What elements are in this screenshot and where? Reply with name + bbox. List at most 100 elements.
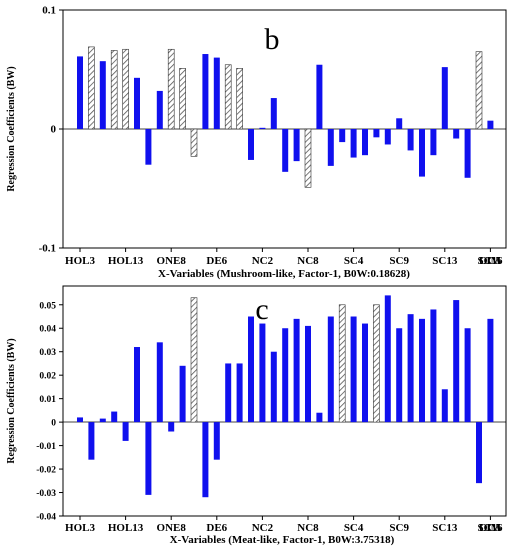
bar-c-3 <box>99 418 106 423</box>
x-tick-label: OC5 <box>479 255 502 267</box>
bar-c-36 <box>476 422 482 484</box>
bar-b-21 <box>304 128 312 188</box>
bar-b-33 <box>441 67 448 129</box>
bar-c-20 <box>293 318 300 423</box>
bar-c-37 <box>487 318 494 423</box>
bar-b-8 <box>156 90 163 129</box>
bar-c-19 <box>282 328 289 423</box>
x-tick-label: SC16 <box>477 255 503 267</box>
x-axis-label-c: X-Variables (Meat-like, Factor-1, B0W:3.… <box>170 534 395 546</box>
y-tick-label: 0.01 <box>39 395 56 405</box>
x-tick-label: HOL13 <box>108 522 144 534</box>
y-tick-label: 0.04 <box>39 325 56 335</box>
bar-b-23 <box>327 129 334 166</box>
bar-b-32 <box>430 129 437 156</box>
bar-b-6 <box>134 77 140 129</box>
bar-c-15 <box>236 363 243 423</box>
x-tick-label: LIM <box>479 522 502 534</box>
x-tick-label: SC9 <box>389 255 409 267</box>
bar-b-24 <box>339 129 346 143</box>
bar-c-32 <box>430 309 437 423</box>
y-tick-label: -0.04 <box>36 513 56 523</box>
bar-c-35 <box>464 328 471 423</box>
x-ticks-b: HOL3 HOL13 ONE8 DE6 NC2 NC8 SC4 SC9 SC13 SC16OC5L… <box>65 248 503 267</box>
bar-c-4 <box>111 411 118 423</box>
x-tick-label: NC2 <box>252 522 274 534</box>
x-tick-label: OC5 <box>479 522 502 534</box>
bar-b-29 <box>396 118 403 129</box>
y-tick-label: 0 <box>51 419 56 429</box>
bar-c-7 <box>145 422 152 495</box>
bar-c-11 <box>190 297 198 423</box>
bar-b-27 <box>373 129 380 138</box>
bar-b-25 <box>350 129 357 158</box>
bar-c-12 <box>202 422 209 498</box>
bar-c-21 <box>305 325 311 423</box>
y-tick-label: 0.03 <box>39 348 56 358</box>
y-ticks-c: 0.05 0.04 0.03 0.02 0.01 0 -0.01 -0.02 -0.03 -0.0… <box>36 301 63 523</box>
bar-b-26 <box>362 129 368 156</box>
x-tick-label: DE6 <box>206 522 227 534</box>
bar-b-9 <box>167 48 175 130</box>
bars-c <box>77 295 494 498</box>
bar-b-13 <box>213 57 220 129</box>
bar-b-20 <box>293 129 300 162</box>
bar-c-16 <box>248 316 254 423</box>
x-tick-label: SC9 <box>389 522 409 534</box>
y-tick-label: -0.01 <box>36 442 56 452</box>
bar-b-34 <box>453 129 460 139</box>
bar-b-2 <box>88 46 95 130</box>
bar-b-19 <box>282 129 289 172</box>
bar-c-25 <box>350 316 357 423</box>
x-tick-label: NC2 <box>252 255 274 267</box>
bar-b-36 <box>475 51 483 130</box>
bar-c-14 <box>225 363 232 423</box>
bar-c-33 <box>441 389 448 423</box>
bar-b-30 <box>407 129 414 151</box>
bar-b-35 <box>464 129 471 178</box>
bar-b-5 <box>122 48 129 130</box>
y-tick-label: 0.02 <box>39 372 56 382</box>
bars-b <box>77 46 494 188</box>
y-axis-label-b: Regression Coefficients (BW) <box>6 66 17 191</box>
x-tick-label: HOL13 <box>108 255 144 267</box>
bar-c-26 <box>362 323 368 423</box>
y-tick-label: 0 <box>51 124 57 136</box>
x-tick-label: NC8 <box>297 255 319 267</box>
bar-c-30 <box>407 314 414 423</box>
bar-c-23 <box>327 316 334 423</box>
x-tick-label: SC13 <box>432 522 458 534</box>
bar-b-28 <box>384 129 391 145</box>
x-tick-label: LIM <box>479 255 502 267</box>
bar-c-24 <box>338 304 346 423</box>
y-tick-label: 0.05 <box>39 301 56 311</box>
x-tick-label: ONE8 <box>157 255 187 267</box>
bar-b-10 <box>179 68 186 130</box>
x-tick-label: ONE8 <box>157 522 187 534</box>
x-tick-label: HOL3 <box>65 255 95 267</box>
x-tick-label: NC8 <box>297 522 319 534</box>
bar-c-9 <box>168 422 175 432</box>
bar-b-17 <box>259 127 266 129</box>
panel-letter-c: c <box>255 293 268 326</box>
bar-c-22 <box>316 412 323 423</box>
bar-c-34 <box>453 300 460 423</box>
bar-c-17 <box>259 323 266 423</box>
bar-b-12 <box>202 54 209 129</box>
bar-c-6 <box>134 347 140 423</box>
bar-b-16 <box>248 129 254 160</box>
bar-c-5 <box>122 422 129 441</box>
y-tick-label: -0.02 <box>36 466 56 476</box>
bar-c-28 <box>384 295 391 423</box>
x-ticks-c: HOL3 HOL13 ONE8 DE6 NC2 NC8 SC4 SC9 SC13 SC16OC5L… <box>65 516 503 534</box>
y-tick-label: -0.1 <box>39 243 56 255</box>
bar-b-15 <box>236 68 243 130</box>
chart-panel-b: b Regression Coefficients (BW) X-Variabl… <box>6 5 507 280</box>
y-ticks-b: 0.1 0 -0.1 <box>39 5 63 255</box>
bar-c-31 <box>419 318 425 423</box>
bar-b-3 <box>99 61 106 129</box>
bar-c-29 <box>396 328 403 423</box>
bar-c-8 <box>156 342 163 423</box>
bar-c-27 <box>373 304 380 423</box>
